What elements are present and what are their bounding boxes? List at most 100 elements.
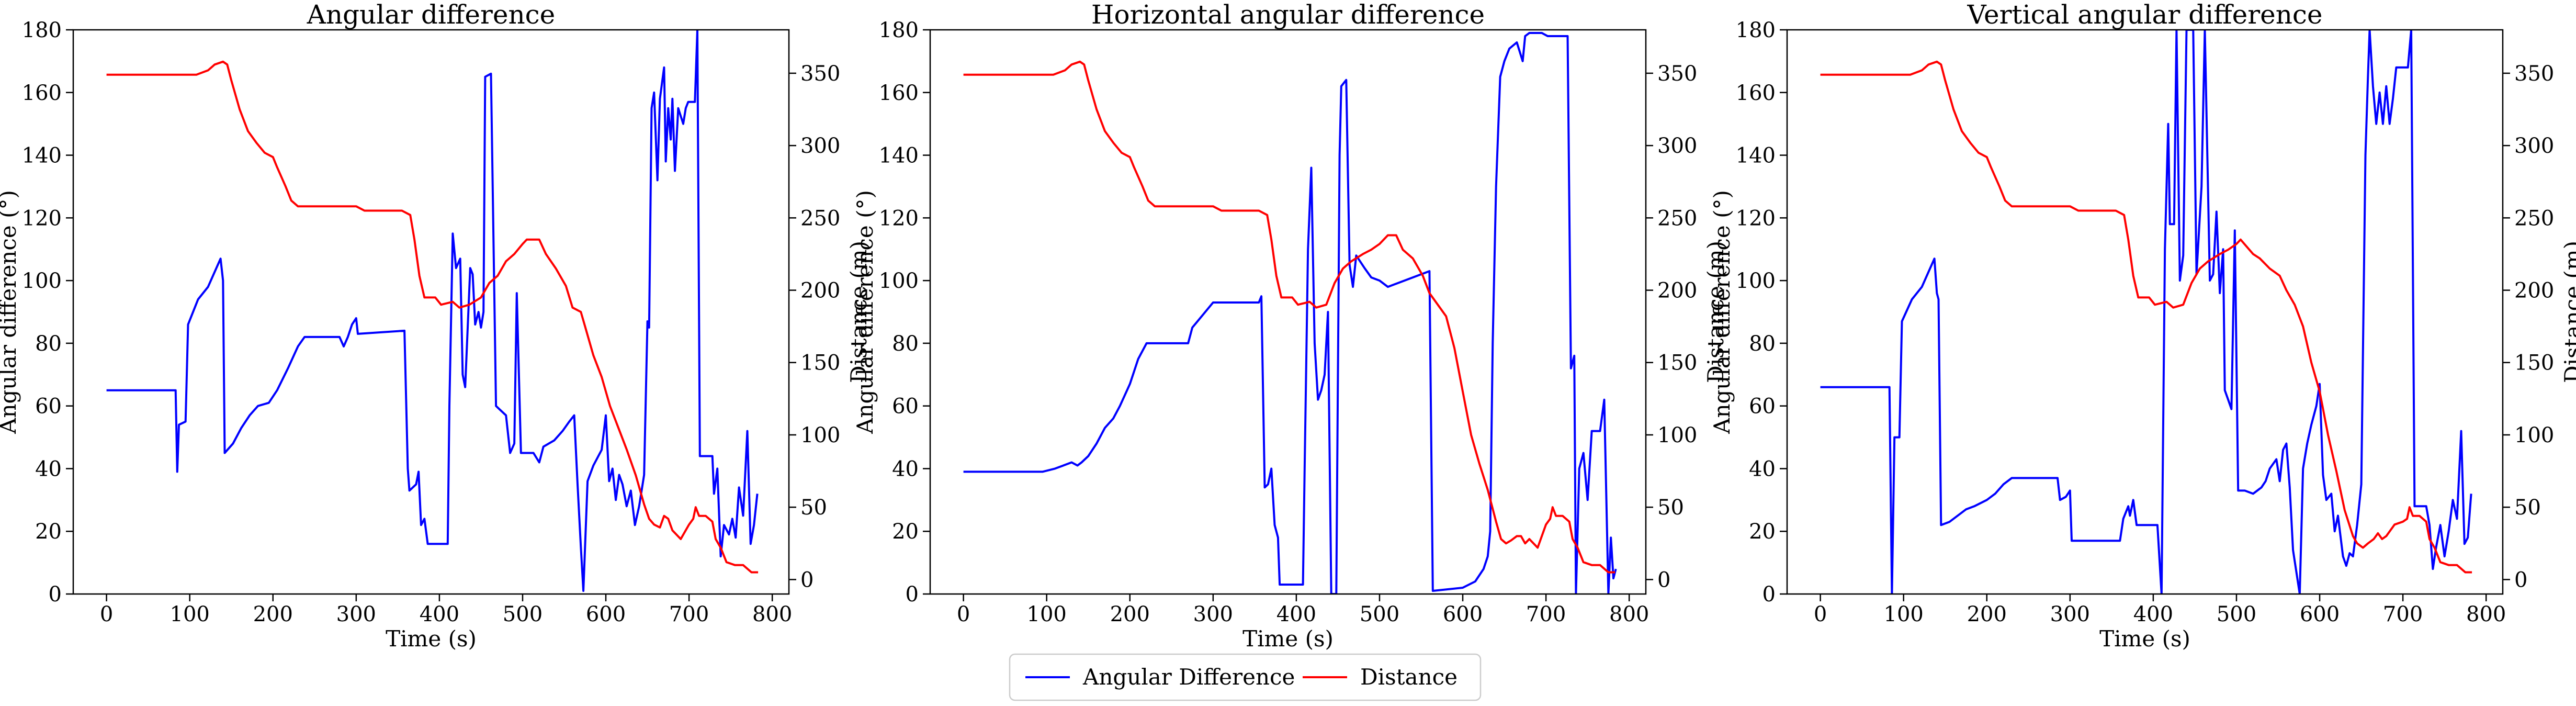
- legend-label: Angular Difference: [1082, 664, 1295, 690]
- x-tick-label: 400: [2133, 602, 2173, 626]
- x-tick-label: 600: [586, 602, 626, 626]
- y-tick-label: 60: [892, 395, 919, 419]
- x-tick-label: 100: [1027, 602, 1067, 626]
- y-tick-label: 180: [879, 18, 919, 42]
- x-tick-label: 700: [2383, 602, 2423, 626]
- y-tick-label: 20: [35, 520, 62, 544]
- y-tick-label: 40: [892, 457, 919, 481]
- x-tick-label: 800: [752, 602, 792, 626]
- x-axis-label: Time (s): [386, 626, 477, 652]
- y2-tick-label: 250: [1657, 206, 1697, 230]
- y2-tick-label: 100: [2514, 423, 2554, 447]
- y2-axis-label: Distance (m): [846, 241, 872, 383]
- y-tick-label: 60: [1749, 395, 1776, 419]
- x-tick-label: 0: [1814, 602, 1827, 626]
- plot-frame: [929, 29, 1647, 595]
- y-tick-label: 140: [1736, 144, 1776, 168]
- legend-label: Distance: [1360, 664, 1458, 690]
- y-tick-label: 0: [1762, 582, 1776, 607]
- y-tick-label: 100: [879, 269, 919, 293]
- x-tick-label: 0: [100, 602, 113, 626]
- y2-tick-label: 150: [800, 351, 840, 375]
- series-line-angular-difference: [963, 32, 1617, 594]
- y-tick-label: 0: [49, 582, 62, 607]
- x-tick-label: 200: [1110, 602, 1150, 626]
- y-tick-label: 140: [879, 144, 919, 168]
- x-tick-label: 700: [1526, 602, 1566, 626]
- y-tick-label: 180: [22, 18, 62, 42]
- y-tick-label: 160: [22, 81, 62, 105]
- y2-tick-label: 300: [1657, 134, 1697, 158]
- x-tick-label: 600: [1443, 602, 1483, 626]
- x-tick-label: 0: [957, 602, 970, 626]
- x-tick-label: 600: [2300, 602, 2340, 626]
- y2-tick-label: 350: [1657, 62, 1697, 86]
- y-tick-label: 120: [879, 206, 919, 230]
- x-tick-label: 400: [1276, 602, 1316, 626]
- y-tick-label: 80: [35, 332, 62, 356]
- y-tick-label: 120: [1736, 206, 1776, 230]
- x-tick-label: 800: [2466, 602, 2506, 626]
- x-tick-label: 400: [420, 602, 459, 626]
- y-axis-label: Angular difference (°): [1709, 190, 1735, 434]
- legend-box: [1009, 653, 1482, 701]
- x-tick-label: 100: [1884, 602, 1924, 626]
- series-line-distance: [1820, 60, 2472, 574]
- x-tick-label: 300: [1193, 602, 1233, 626]
- y-tick-label: 160: [879, 81, 919, 105]
- series-line-angular-difference: [106, 30, 759, 592]
- y2-tick-label: 350: [800, 62, 840, 86]
- y2-tick-label: 350: [2514, 62, 2554, 86]
- x-tick-label: 500: [1360, 602, 1399, 626]
- chart-title: Horizontal angular difference: [1091, 0, 1485, 30]
- y-tick-label: 40: [1749, 457, 1776, 481]
- y2-tick-label: 150: [1657, 351, 1697, 375]
- x-axis-label: Time (s): [2099, 626, 2190, 652]
- y2-tick-label: 200: [1657, 279, 1697, 303]
- chart-title: Vertical angular difference: [1967, 0, 2322, 30]
- plot-frame: [72, 29, 790, 595]
- y2-tick-label: 250: [2514, 206, 2554, 230]
- y-tick-label: 60: [35, 395, 62, 419]
- y-tick-label: 20: [1749, 520, 1776, 544]
- y2-axis-label: Distance (m): [2560, 241, 2576, 383]
- y2-tick-label: 50: [800, 496, 827, 520]
- y2-tick-label: 250: [800, 206, 840, 230]
- y2-tick-label: 100: [1657, 423, 1697, 447]
- y2-tick-label: 0: [2514, 568, 2527, 592]
- x-tick-label: 700: [669, 602, 709, 626]
- x-tick-label: 800: [1609, 602, 1649, 626]
- y2-tick-label: 150: [2514, 351, 2554, 375]
- legend: Angular Difference Distance: [1009, 653, 1482, 701]
- y2-tick-label: 0: [1657, 568, 1670, 592]
- y-tick-label: 180: [1736, 18, 1776, 42]
- series-line-distance: [106, 60, 759, 574]
- y2-tick-label: 300: [800, 134, 840, 158]
- y2-tick-label: 200: [800, 279, 840, 303]
- y-tick-label: 0: [906, 582, 919, 607]
- y-tick-label: 160: [1736, 81, 1776, 105]
- x-tick-label: 300: [336, 602, 376, 626]
- y2-tick-label: 200: [2514, 279, 2554, 303]
- y-tick-label: 140: [22, 144, 62, 168]
- x-tick-label: 500: [503, 602, 543, 626]
- x-tick-label: 500: [2217, 602, 2256, 626]
- y2-tick-label: 100: [800, 423, 840, 447]
- y2-tick-label: 50: [1657, 496, 1684, 520]
- y-tick-label: 80: [892, 332, 919, 356]
- x-tick-label: 200: [253, 602, 293, 626]
- series-line-angular-difference: [1820, 30, 2472, 594]
- y2-tick-label: 300: [2514, 134, 2554, 158]
- x-axis-label: Time (s): [1242, 626, 1334, 652]
- y-axis-label: Angular difference (°): [852, 190, 878, 434]
- y2-tick-label: 50: [2514, 496, 2541, 520]
- chart-title: Angular difference: [307, 0, 556, 30]
- y-tick-label: 20: [892, 520, 919, 544]
- y-tick-label: 120: [22, 206, 62, 230]
- x-tick-label: 100: [170, 602, 210, 626]
- x-tick-label: 200: [1967, 602, 2007, 626]
- y2-axis-label: Distance (m): [1703, 241, 1728, 383]
